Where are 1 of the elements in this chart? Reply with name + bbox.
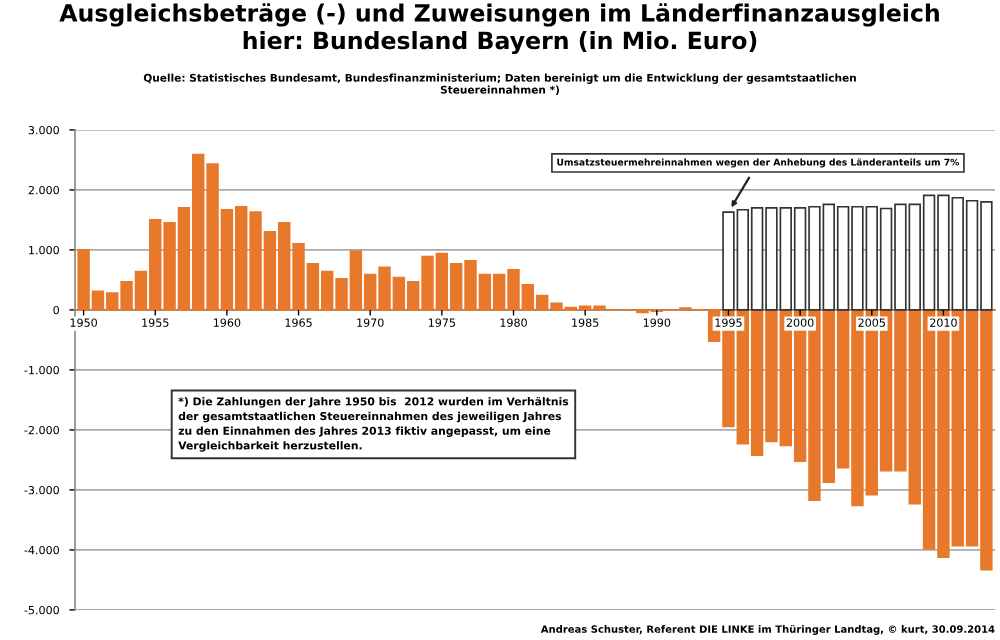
chart-title: Ausgleichsbeträge (-) und Zuweisungen im Länderfinanzausgleich hier: Bundesland Bayern (in Mio. Euro) xyxy=(59,3,939,55)
